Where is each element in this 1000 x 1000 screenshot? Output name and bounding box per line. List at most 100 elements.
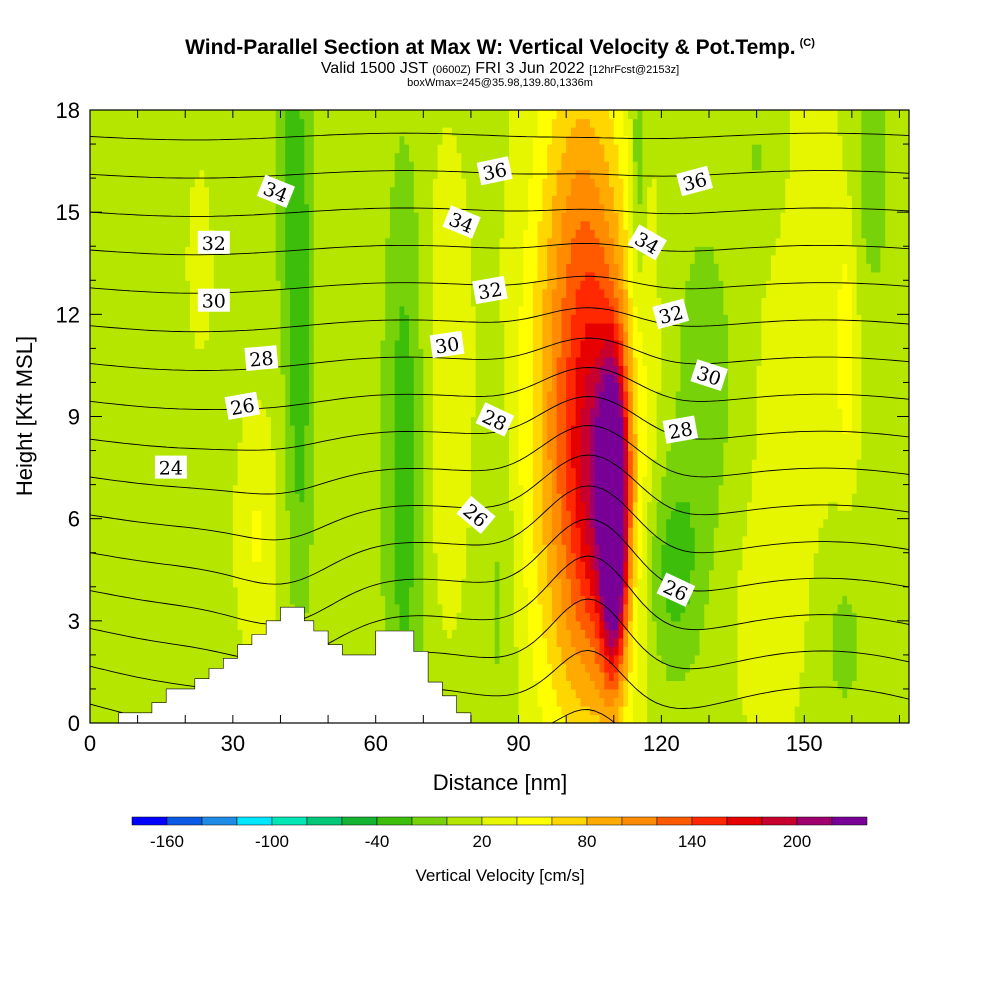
- velocity-cell: [189, 578, 196, 588]
- velocity-cell: [409, 561, 415, 571]
- velocity-cell: [437, 595, 443, 605]
- velocity-cell: [137, 603, 143, 613]
- velocity-cell: [385, 527, 391, 537]
- velocity-cell: [461, 578, 467, 588]
- velocity-cell: [461, 484, 467, 494]
- velocity-cell: [613, 484, 620, 494]
- velocity-cell: [328, 629, 334, 639]
- velocity-cell: [670, 637, 677, 647]
- velocity-cell: [604, 493, 610, 503]
- velocity-cell: [313, 518, 320, 528]
- velocity-cell: [189, 510, 196, 520]
- velocity-cell: [732, 663, 739, 673]
- velocity-cell: [723, 552, 729, 562]
- velocity-cell: [304, 595, 310, 605]
- velocity-cell: [647, 484, 653, 494]
- velocity-cell: [432, 544, 439, 554]
- velocity-cell: [585, 637, 591, 647]
- velocity-cell: [675, 612, 682, 622]
- velocity-cell: [209, 501, 215, 511]
- velocity-cell: [480, 612, 486, 622]
- velocity-cell: [261, 578, 267, 588]
- velocity-cell: [666, 595, 672, 605]
- velocity-cell: [356, 544, 363, 554]
- velocity-cell: [766, 476, 772, 486]
- velocity-cell: [899, 493, 905, 503]
- velocity-cell: [613, 544, 620, 554]
- velocity-cell: [580, 603, 586, 613]
- velocity-cell: [180, 527, 186, 537]
- velocity-cell: [837, 586, 843, 596]
- velocity-cell: [447, 688, 453, 699]
- velocity-cell: [99, 714, 105, 723]
- velocity-cell: [866, 586, 872, 596]
- velocity-cell: [856, 476, 862, 486]
- velocity-cell: [699, 688, 705, 699]
- velocity-cell: [880, 663, 886, 673]
- velocity-cell: [94, 518, 101, 528]
- velocity-cell: [542, 561, 548, 571]
- velocity-cell: [532, 612, 539, 622]
- velocity-cell: [180, 544, 186, 554]
- velocity-cell: [361, 518, 367, 528]
- velocity-cell: [728, 714, 734, 723]
- velocity-cell: [104, 578, 110, 588]
- velocity-cell: [837, 518, 843, 528]
- velocity-cell: [294, 518, 301, 528]
- velocity-cell: [270, 518, 277, 528]
- velocity-cell: [804, 527, 810, 537]
- velocity-cell: [647, 637, 653, 647]
- velocity-cell: [770, 484, 777, 494]
- velocity-cell: [747, 663, 753, 673]
- velocity-cell: [789, 612, 796, 622]
- velocity-cell: [766, 544, 772, 554]
- velocity-cell: [109, 671, 115, 682]
- velocity-cell: [685, 680, 691, 690]
- velocity-cell: [842, 654, 848, 664]
- velocity-cell: [813, 671, 820, 682]
- velocity-cell: [328, 501, 334, 511]
- velocity-cell: [180, 671, 186, 682]
- velocity-cell: [147, 603, 153, 613]
- velocity-cell: [404, 595, 410, 605]
- velocity-cell: [861, 535, 867, 545]
- velocity-cell: [556, 569, 562, 579]
- velocity-cell: [251, 484, 258, 494]
- velocity-cell: [875, 612, 882, 622]
- velocity-cell: [147, 527, 153, 537]
- velocity-cell: [199, 578, 205, 588]
- velocity-cell: [404, 569, 410, 579]
- velocity-cell: [509, 561, 515, 571]
- velocity-cell: [113, 484, 120, 494]
- velocity-cell: [442, 493, 448, 503]
- velocity-cell: [509, 493, 515, 503]
- velocity-cell: [618, 654, 624, 664]
- velocity-cell: [589, 680, 596, 690]
- velocity-cell: [804, 484, 810, 494]
- velocity-cell: [580, 544, 586, 554]
- velocity-cell: [589, 603, 596, 613]
- velocity-cell: [756, 671, 762, 682]
- velocity-cell: [656, 595, 662, 605]
- velocity-cell: [589, 586, 596, 596]
- velocity-cell: [204, 561, 210, 571]
- velocity-cell: [256, 586, 263, 596]
- velocity-cell: [399, 586, 405, 596]
- velocity-cell: [623, 518, 629, 528]
- velocity-cell: [204, 612, 210, 622]
- velocity-cell: [866, 484, 872, 494]
- velocity-cell: [756, 510, 762, 520]
- velocity-cell: [323, 620, 329, 630]
- velocity-cell: [94, 535, 101, 545]
- velocity-cell: [413, 501, 420, 511]
- velocity-cell: [518, 476, 524, 486]
- velocity-cell: [728, 527, 734, 537]
- velocity-cell: [899, 552, 905, 562]
- velocity-cell: [109, 484, 115, 494]
- velocity-cell: [609, 484, 615, 494]
- velocity-cell: [199, 476, 205, 486]
- velocity-cell: [218, 484, 224, 494]
- velocity-cell: [161, 688, 167, 699]
- velocity-cell: [632, 671, 639, 682]
- velocity-cell: [109, 705, 115, 716]
